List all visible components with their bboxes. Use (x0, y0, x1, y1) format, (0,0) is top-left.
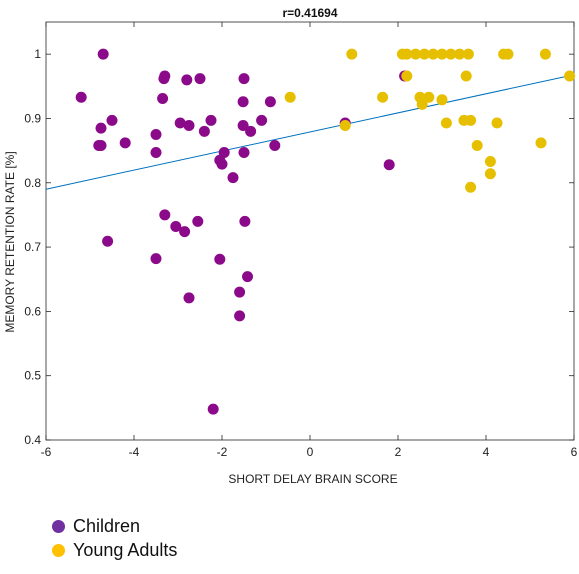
x-tick-label: 4 (483, 445, 490, 459)
children-point (238, 147, 250, 159)
children-point (102, 235, 114, 247)
legend-label-young-adults: Young Adults (73, 539, 178, 560)
children-point (119, 137, 131, 149)
y-tick-label: 0.4 (24, 433, 41, 447)
y-tick-label: 0.7 (24, 240, 41, 254)
legend-item-young-adults: Young Adults (52, 538, 177, 562)
young-adults-point (445, 48, 457, 60)
young-adults-point (423, 91, 435, 103)
legend-marker-young-adults (52, 543, 65, 557)
children-point (245, 125, 257, 137)
children-point (216, 158, 228, 170)
children-point (157, 93, 169, 105)
children-point (383, 159, 395, 171)
children-point (179, 226, 191, 238)
young-adults-point (401, 70, 413, 82)
x-tick-label: 0 (307, 445, 314, 459)
children-point (159, 209, 171, 221)
x-tick-label: -6 (41, 445, 52, 459)
x-axis-label: SHORT DELAY BRAIN SCORE (228, 472, 397, 486)
children-point (75, 91, 87, 103)
young-adults-point (418, 48, 430, 60)
children-point (234, 310, 246, 322)
y-tick-label: 0.9 (24, 111, 41, 125)
x-tick-label: 6 (571, 445, 578, 459)
young-adults-point (339, 120, 351, 132)
children-point (150, 253, 162, 265)
children-point (97, 48, 109, 60)
young-adults-point (436, 48, 448, 60)
children-point (150, 147, 162, 159)
young-adults-point (377, 91, 389, 103)
children-point (95, 139, 107, 151)
children-point (214, 253, 226, 265)
young-adults-point (460, 70, 472, 82)
children-point (158, 73, 170, 85)
young-adults-point (471, 139, 483, 151)
young-adults-point (346, 48, 358, 60)
children-point (174, 117, 186, 129)
young-adults-point (491, 117, 503, 129)
children-point (194, 73, 206, 85)
young-adults-point (410, 48, 422, 60)
trend-line (45, 74, 575, 190)
children-point (198, 125, 210, 137)
legend-marker-children (52, 519, 65, 533)
children-point (239, 215, 251, 227)
young-adults-point (535, 137, 547, 149)
y-tick-label: 0.6 (24, 304, 41, 318)
chart-title: r=0.41694 (282, 6, 337, 20)
children-point (234, 286, 246, 298)
children-point (256, 114, 268, 126)
children-point (192, 215, 204, 227)
children-point (269, 139, 281, 151)
y-axis-label: MEMORY RETENTION RATE [%] (3, 151, 17, 332)
children-point (218, 147, 230, 159)
children-point (207, 403, 219, 415)
young-adults-point (454, 48, 466, 60)
legend-label-children: Children (73, 515, 141, 536)
children-point (95, 122, 107, 134)
legend-item-children: Children (52, 514, 177, 538)
young-adults-point (465, 181, 477, 193)
young-adults-point (401, 48, 413, 60)
young-adults-point (502, 48, 514, 60)
young-adults-point (465, 114, 477, 126)
children-point (238, 73, 250, 85)
young-adults-point (539, 48, 551, 60)
children-point (183, 292, 195, 304)
children-point (227, 172, 239, 184)
children-point (183, 120, 195, 132)
x-tick-label: 2 (395, 445, 402, 459)
young-adults-point (416, 98, 428, 110)
young-adults-point (462, 48, 474, 60)
young-adults-point (484, 156, 496, 168)
plot-frame (45, 21, 575, 441)
children-point (150, 129, 162, 141)
y-tick-label: 0.8 (24, 176, 41, 190)
children-point (170, 220, 182, 232)
children-point (237, 96, 249, 108)
y-tick-label: 0.5 (24, 369, 41, 383)
children-point (106, 114, 118, 126)
children-point (205, 114, 217, 126)
x-tick-label: -4 (129, 445, 140, 459)
legend: Children Young Adults (52, 514, 177, 562)
children-point (181, 74, 193, 86)
young-adults-point (440, 117, 452, 129)
young-adults-point (484, 168, 496, 180)
young-adults-point (564, 70, 576, 82)
children-point (264, 96, 276, 108)
plot-area: -6 -4 -2 0 2 4 6 0.4 0.5 0.6 0.7 0.8 0.9 1 (24, 21, 578, 459)
young-adults-point (427, 48, 439, 60)
children-point (242, 271, 254, 283)
young-adults-point (436, 94, 448, 106)
y-tick-label: 1 (34, 47, 41, 61)
children-point (237, 120, 249, 132)
young-adults-point (284, 91, 296, 103)
x-tick-label: -2 (217, 445, 228, 459)
